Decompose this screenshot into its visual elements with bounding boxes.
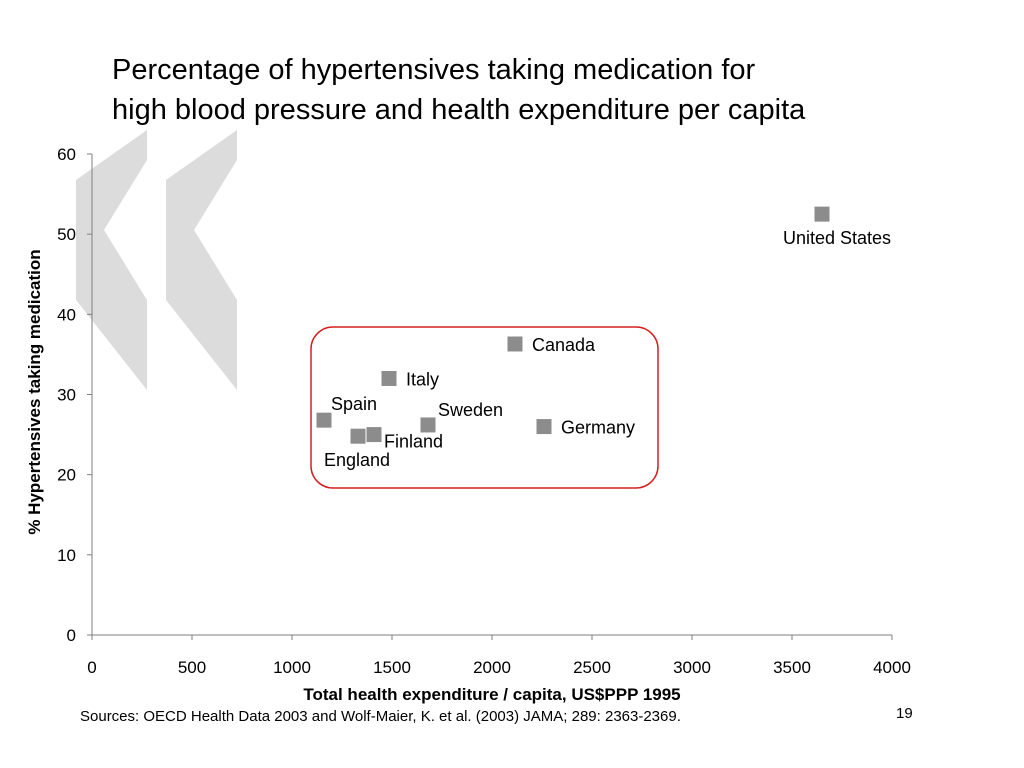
x-tick-label: 1500 <box>373 658 411 677</box>
point-marker <box>420 417 436 433</box>
x-tick-label: 1000 <box>273 658 311 677</box>
y-tick-label: 50 <box>57 225 76 244</box>
x-tick-label: 3000 <box>673 658 711 677</box>
point-label: Italy <box>406 369 439 389</box>
x-tick-label: 500 <box>178 658 206 677</box>
source-note: Sources: OECD Health Data 2003 and Wolf-… <box>80 708 681 725</box>
background-chevron-decoration <box>76 130 237 390</box>
y-tick-label: 60 <box>57 145 76 164</box>
point-marker <box>814 206 830 222</box>
point-label: United States <box>783 228 891 248</box>
point-marker <box>316 412 332 428</box>
y-tick-label: 40 <box>57 305 76 324</box>
x-tick-label: 2500 <box>573 658 611 677</box>
highlight-box <box>310 326 659 489</box>
x-tick-label: 2000 <box>473 658 511 677</box>
y-axis-label: % Hypertensives taking medication <box>25 249 44 534</box>
y-tick-label: 20 <box>57 466 76 485</box>
data-points: United States Canada Italy Spain Sweden Germa… <box>316 206 891 470</box>
title-line-1: Percentage of hypertensives taking medic… <box>112 54 756 86</box>
y-tick-label: 30 <box>57 386 76 405</box>
point-label: England <box>324 450 390 470</box>
page-number: 19 <box>896 705 913 722</box>
point-label: Canada <box>532 335 596 355</box>
chevron-left <box>76 130 147 390</box>
point-marker <box>536 419 552 435</box>
x-tick-label: 0 <box>87 658 96 677</box>
x-tick-label: 4000 <box>873 658 911 677</box>
point-label: Germany <box>561 418 635 438</box>
point-marker <box>350 428 366 444</box>
x-tick-label: 3500 <box>773 658 811 677</box>
y-tick-label: 0 <box>67 626 76 645</box>
point-marker <box>366 427 382 443</box>
point-label: Spain <box>331 394 377 414</box>
point-marker <box>381 370 397 386</box>
y-tick-label: 10 <box>57 546 76 565</box>
point-marker <box>507 336 523 352</box>
slide-title: Percentage of hypertensives taking medic… <box>112 50 972 130</box>
point-label: Sweden <box>438 400 503 420</box>
chevron-right <box>166 130 237 390</box>
point-label: Finland <box>384 432 443 452</box>
title-line-2: high blood pressure and health expenditu… <box>112 94 806 126</box>
axes: 0 10 20 30 40 50 60 0 500 1000 1500 2000 2500 3000 350… <box>57 145 911 677</box>
x-axis-label: Total health expenditure / capita, US$PP… <box>303 685 680 704</box>
